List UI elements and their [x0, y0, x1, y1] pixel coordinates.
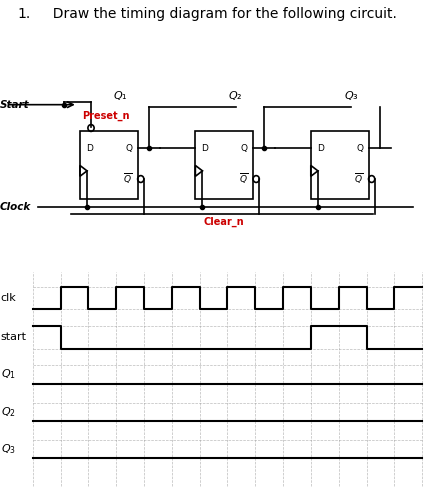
Text: $Q₁$: $Q₁$	[113, 89, 127, 102]
Text: Start: Start	[0, 99, 30, 110]
Text: Preset_n: Preset_n	[82, 110, 130, 121]
Text: Q: Q	[125, 144, 132, 153]
Text: $\overline{Q}$: $\overline{Q}$	[354, 172, 363, 187]
Text: start: start	[1, 332, 27, 343]
Text: $Q_3$: $Q_3$	[1, 442, 16, 456]
Text: Q: Q	[241, 144, 248, 153]
Text: $\overline{Q}$: $\overline{Q}$	[239, 172, 248, 187]
Bar	[311, 131, 369, 199]
Text: $Q_2$: $Q_2$	[1, 405, 16, 419]
Text: clk: clk	[1, 293, 16, 303]
Text: Q: Q	[356, 144, 363, 153]
Text: 1.: 1.	[18, 7, 31, 21]
Text: $\overline{Q}$: $\overline{Q}$	[123, 172, 132, 187]
Text: $Q₃$: $Q₃$	[344, 89, 359, 102]
Text: Clear_n: Clear_n	[204, 216, 245, 227]
Text: Clock: Clock	[0, 202, 31, 212]
Text: $Q_1$: $Q_1$	[1, 368, 16, 382]
Text: $Q₂$: $Q₂$	[229, 89, 243, 102]
Bar	[80, 131, 138, 199]
Text: D: D	[86, 144, 93, 153]
Bar	[195, 131, 253, 199]
Text: Draw the timing diagram for the following circuit.: Draw the timing diagram for the followin…	[44, 7, 397, 21]
Text: D: D	[202, 144, 208, 153]
Text: D: D	[317, 144, 324, 153]
